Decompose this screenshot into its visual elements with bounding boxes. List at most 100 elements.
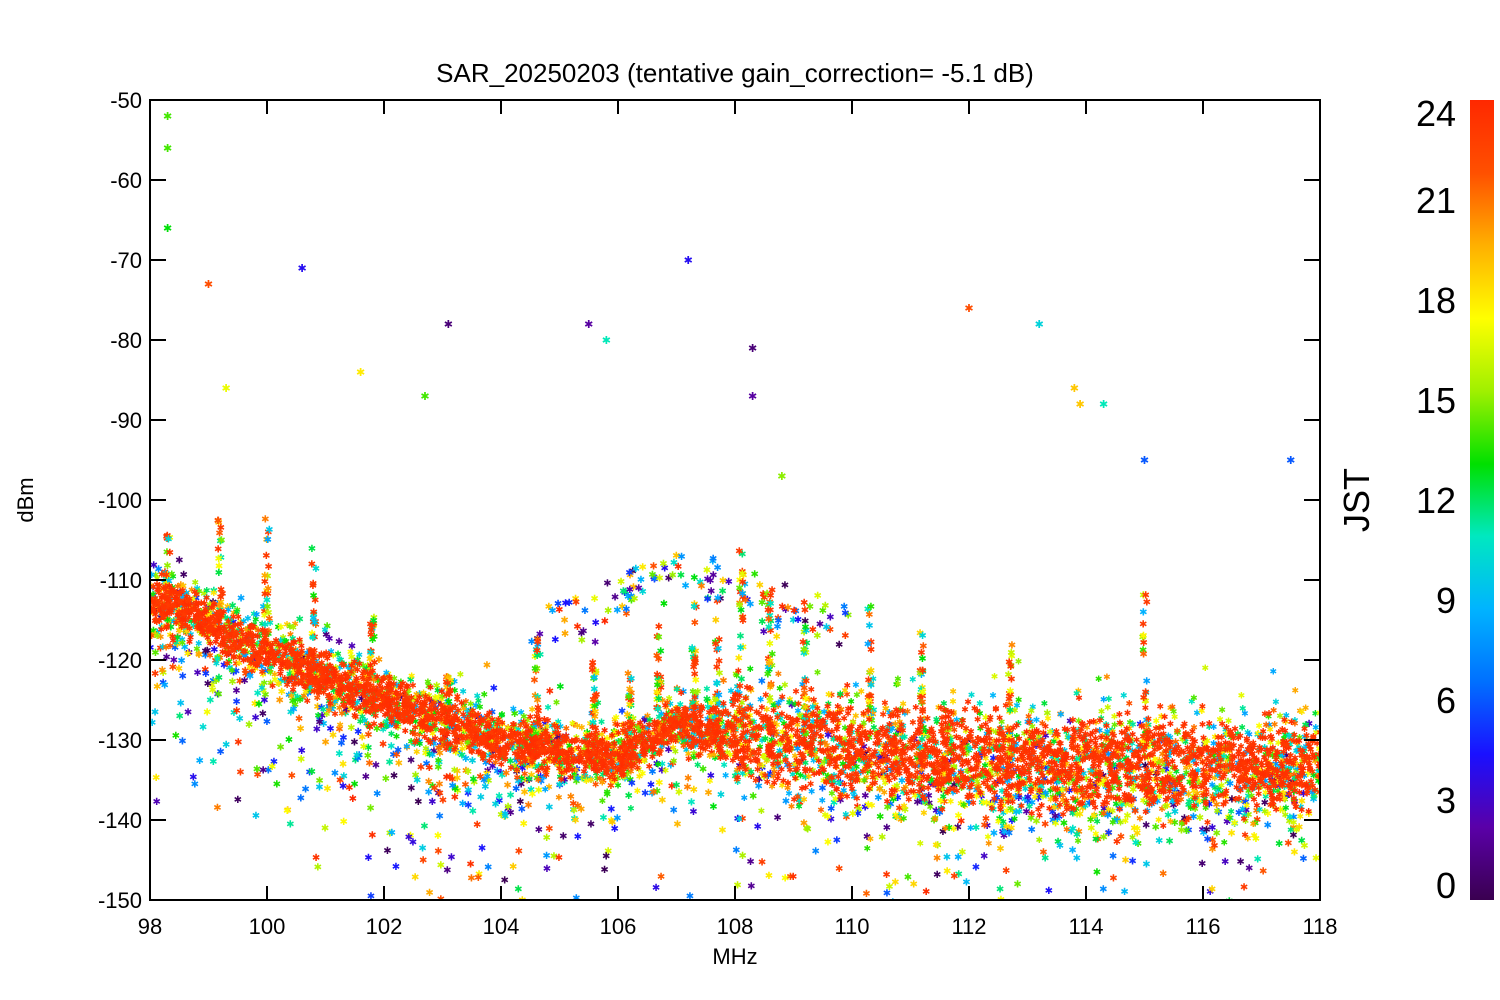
data-point: ✱: [595, 965, 603, 976]
data-point: ✱: [1117, 832, 1125, 843]
data-point: ✱: [1121, 855, 1129, 866]
data-point: ✱: [811, 701, 819, 712]
data-point: ✱: [1144, 768, 1152, 779]
data-point: ✱: [947, 797, 955, 807]
data-point: ✱: [222, 740, 230, 751]
data-point: ✱: [161, 567, 169, 578]
data-point: ✱: [861, 791, 869, 802]
data-point: ✱: [599, 776, 607, 787]
data-point: ✱: [972, 863, 980, 874]
data-point: ✱: [251, 664, 259, 675]
data-point: ✱: [709, 556, 717, 567]
data-point: ✱: [169, 636, 177, 646]
data-point: ✱: [1295, 771, 1303, 782]
data-point: ✱: [1290, 955, 1298, 966]
data-point: ✱: [872, 752, 880, 763]
data-point: ✱: [1238, 691, 1246, 701]
data-point: ✱: [943, 866, 951, 877]
data-point: ✱: [517, 780, 525, 791]
data-point: ✱: [366, 655, 374, 666]
data-point: ✱: [149, 626, 157, 637]
data-point: ✱: [1099, 884, 1107, 895]
data-point: ✱: [561, 598, 569, 609]
data-point: ✱: [706, 576, 714, 587]
data-point: ✱: [704, 788, 712, 799]
data-point: ✱: [722, 770, 730, 780]
data-point: ✱: [285, 735, 293, 746]
data-point: ✱: [259, 765, 267, 776]
data-point: ✱: [1001, 941, 1009, 952]
data-point: ✱: [437, 895, 445, 906]
data-point: ✱: [514, 885, 522, 896]
data-point: ✱: [441, 733, 449, 744]
data-point: ✱: [159, 678, 167, 689]
data-point: ✱: [840, 602, 848, 613]
data-point: ✱: [919, 666, 927, 677]
data-point: ✱: [739, 613, 747, 624]
data-point: ✱: [177, 699, 185, 710]
data-point: ✱: [1149, 739, 1157, 750]
data-point: ✱: [161, 680, 169, 691]
data-point: ✱: [526, 774, 534, 784]
data-point: ✱: [741, 793, 749, 803]
data-point: ✱: [574, 721, 582, 731]
data-point: ✱: [658, 795, 666, 806]
data-point: ✱: [364, 743, 372, 754]
data-point: ✱: [627, 674, 635, 685]
data-point: ✱: [376, 692, 384, 703]
data-point: ✱: [954, 811, 962, 822]
data-point: ✱: [688, 643, 696, 654]
data-point: ✱: [478, 844, 486, 855]
data-point: ✱: [194, 621, 202, 632]
data-point: ✱: [904, 873, 912, 884]
data-point: ✱: [707, 586, 715, 597]
data-point: ✱: [769, 729, 777, 740]
data-point: ✱: [1136, 719, 1144, 730]
data-point: ✱: [999, 795, 1007, 806]
data-point: ✱: [751, 570, 759, 581]
data-point: ✱: [1129, 832, 1137, 842]
data-point: ✱: [703, 575, 711, 586]
data-point: ✱: [1039, 778, 1047, 789]
data-point: ✱: [533, 696, 541, 707]
data-point: ✱: [947, 775, 955, 786]
data-point: ✱: [590, 594, 598, 605]
data-point: ✱: [442, 700, 450, 711]
data-point: ✱: [151, 707, 159, 718]
data-point: ✱: [447, 853, 455, 864]
data-point: ✱: [236, 677, 244, 688]
data-point: ✱: [690, 658, 698, 669]
data-point: ✱: [148, 629, 156, 640]
data-point: ✱: [240, 676, 248, 687]
data-point: ✱: [1036, 835, 1044, 845]
data-point: ✱: [1299, 854, 1307, 865]
data-point: ✱: [1245, 863, 1253, 874]
data-point: ✱: [641, 714, 649, 725]
data-point: ✱: [997, 742, 1005, 753]
data-point: ✱: [809, 625, 817, 636]
data-point: ✱: [262, 551, 270, 562]
data-point: ✱: [1133, 829, 1141, 840]
data-point: ✱: [1212, 800, 1220, 811]
data-point: ✱: [1057, 710, 1065, 720]
data-point: ✱: [799, 637, 807, 648]
data-point: ✱: [260, 696, 268, 707]
data-point: ✱: [253, 657, 261, 668]
data-point: ✱: [766, 599, 774, 610]
data-point: ✱: [649, 788, 657, 799]
data-point: ✱: [943, 852, 951, 863]
data-point: ✱: [321, 823, 329, 834]
data-point: ✱: [201, 650, 209, 661]
data-point: ✱: [773, 813, 781, 824]
data-point: ✱: [573, 764, 581, 775]
data-point: ✱: [841, 631, 849, 642]
data-point: ✱: [986, 799, 994, 810]
data-point: ✱: [391, 718, 399, 729]
data-point: ✱: [392, 683, 400, 694]
data-point: ✱: [652, 883, 660, 894]
data-point: ✱: [1077, 753, 1085, 764]
data-point: ✱: [600, 865, 608, 876]
data-point: ✱: [690, 602, 698, 613]
data-point: ✱: [153, 628, 161, 639]
data-point: ✱: [434, 846, 442, 857]
